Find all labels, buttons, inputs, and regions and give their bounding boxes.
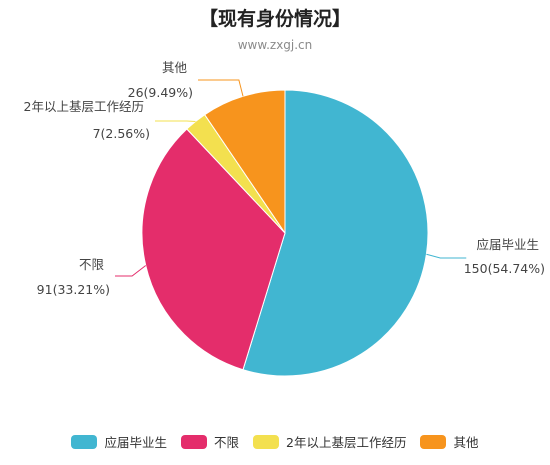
slice-label-value-3: 26(9.49%) [128,85,193,100]
pie-slice-0 [242,89,429,377]
legend: 应届毕业生 不限 2年以上基层工作经历 其他 [0,432,550,451]
pie-slice-3 [204,89,286,235]
legend-swatch-0 [71,434,98,449]
chart-subtitle: www.zxgj.cn [237,38,313,52]
slice-label-name-3: 其他 [162,60,188,75]
slice-label-value-0: 150(54.74%) [464,261,545,276]
legend-label-3: 其他 [453,435,479,450]
legend-item-3[interactable]: 其他 [420,432,479,451]
slice-label-value-2: 7(2.56%) [93,126,150,141]
slice-label-name-1: 不限 [79,257,105,272]
legend-item-0[interactable]: 应届毕业生 [71,432,167,451]
legend-label-0: 应届毕业生 [104,435,167,450]
legend-swatch-1 [181,434,207,449]
legend-swatch-2 [253,434,280,449]
leader-line-1 [115,265,147,277]
slice-label-name-2: 2年以上基层工作经历 [24,99,144,114]
slice-label-name-0: 应届毕业生 [476,237,539,252]
legend-item-1[interactable]: 不限 [181,432,239,451]
legend-item-2[interactable]: 2年以上基层工作经历 [253,432,406,451]
legend-label-2: 2年以上基层工作经历 [286,435,407,450]
leader-line-3 [198,79,244,97]
slice-label-value-1: 91(33.21%) [37,282,110,297]
chart-title: 【现有身份情况】 [198,8,351,30]
legend-label-1: 不限 [214,435,240,450]
leader-line-0 [426,253,467,259]
legend-swatch-3 [420,434,447,449]
